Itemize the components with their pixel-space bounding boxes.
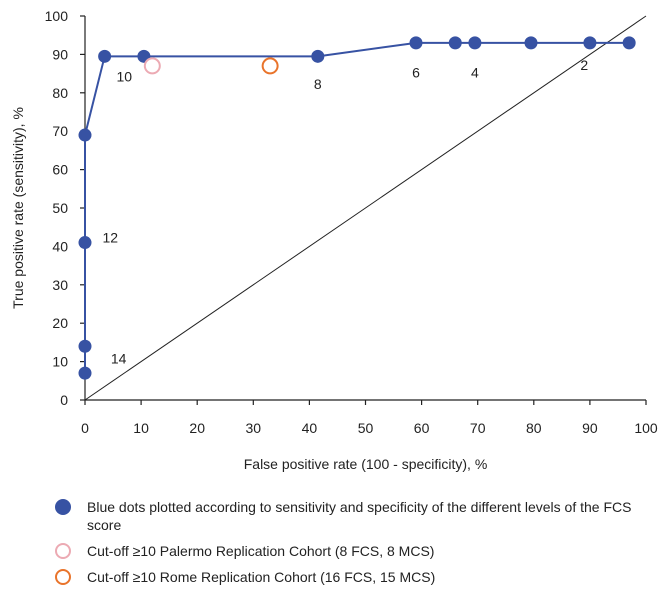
series-2-point [261,57,279,75]
series-layer [78,36,636,380]
point-annotation-label: 14 [111,351,127,367]
roc-chart: 0 10 20 30 40 50 60 70 80 90 100 01020304050607080… [10,8,658,472]
x-tick-label: 100 [634,420,658,436]
diagonal-reference-line [84,15,647,401]
point-annotation-label: 6 [412,64,420,80]
x-tick-label: 40 [302,420,318,436]
series-0-point [524,36,538,50]
y-tick-label: 100 [45,8,69,24]
x-axis-ticks: 0 10 20 30 40 50 60 70 80 90 100 [81,400,658,436]
series-0-point [622,36,636,50]
series-0-point [448,36,462,50]
open-circle-marker-icon [55,569,71,585]
filled-circle-marker-icon [55,499,71,515]
annotations-layer: 14 12 10 8 6 4 2 [102,57,588,367]
series-0-point [583,36,597,50]
legend-item-rome: Cut-off ≥10 Rome Replication Cohort (16 … [52,568,652,586]
x-tick-label: 10 [133,420,149,436]
y-tick-label: 60 [52,162,68,178]
y-tick-label: 70 [52,123,68,139]
series-1-point [143,57,161,75]
y-axis-title: True positive rate (sensitivity), % [10,107,26,309]
series-0-line [84,41,630,374]
legend-text-rome: Cut-off ≥10 Rome Replication Cohort (16 … [87,569,436,585]
x-tick-label: 20 [189,420,205,436]
point-annotation-label: 2 [580,57,588,73]
series-0-point [78,128,92,142]
point-annotation-label: 8 [314,76,322,92]
diagonal-reference-layer [84,15,647,401]
y-tick-label: 0 [60,392,68,408]
y-tick-label: 10 [52,354,68,370]
x-tick-label: 80 [526,420,542,436]
series-0-point [468,36,482,50]
point-annotation-label: 4 [471,64,479,80]
point-annotation-label: 10 [116,68,132,84]
x-tick-label: 30 [246,420,262,436]
series-0-point [98,49,112,63]
y-tick-label: 80 [52,85,68,101]
legend-text-palermo: Cut-off ≥10 Palermo Replication Cohort (… [87,543,435,559]
legend-item-fcs-levels: Blue dots plotted according to sensitivi… [52,498,652,534]
x-tick-label: 60 [414,420,430,436]
y-tick-label: 50 [52,200,68,216]
x-tick-label: 90 [582,420,598,436]
series-0-point [78,236,92,250]
series-0-point [78,366,92,380]
y-tick-label: 30 [52,277,68,293]
y-tick-label: 90 [52,46,68,62]
x-axis-title: False positive rate (100 - specificity),… [244,456,488,472]
series-0-point [78,339,92,353]
legend: Blue dots plotted according to sensitivi… [52,498,652,594]
x-tick-label: 70 [470,420,486,436]
series-0-point [409,36,423,50]
x-tick-label: 0 [81,420,89,436]
series-0-point [311,49,325,63]
legend-item-palermo: Cut-off ≥10 Palermo Replication Cohort (… [52,542,652,560]
x-tick-label: 50 [358,420,374,436]
point-annotation-label: 12 [102,230,118,246]
y-tick-label: 40 [52,238,68,254]
open-circle-marker-icon [55,543,71,559]
y-tick-label: 20 [52,315,68,331]
legend-text-fcs-levels: Blue dots plotted according to sensitivi… [87,499,632,533]
